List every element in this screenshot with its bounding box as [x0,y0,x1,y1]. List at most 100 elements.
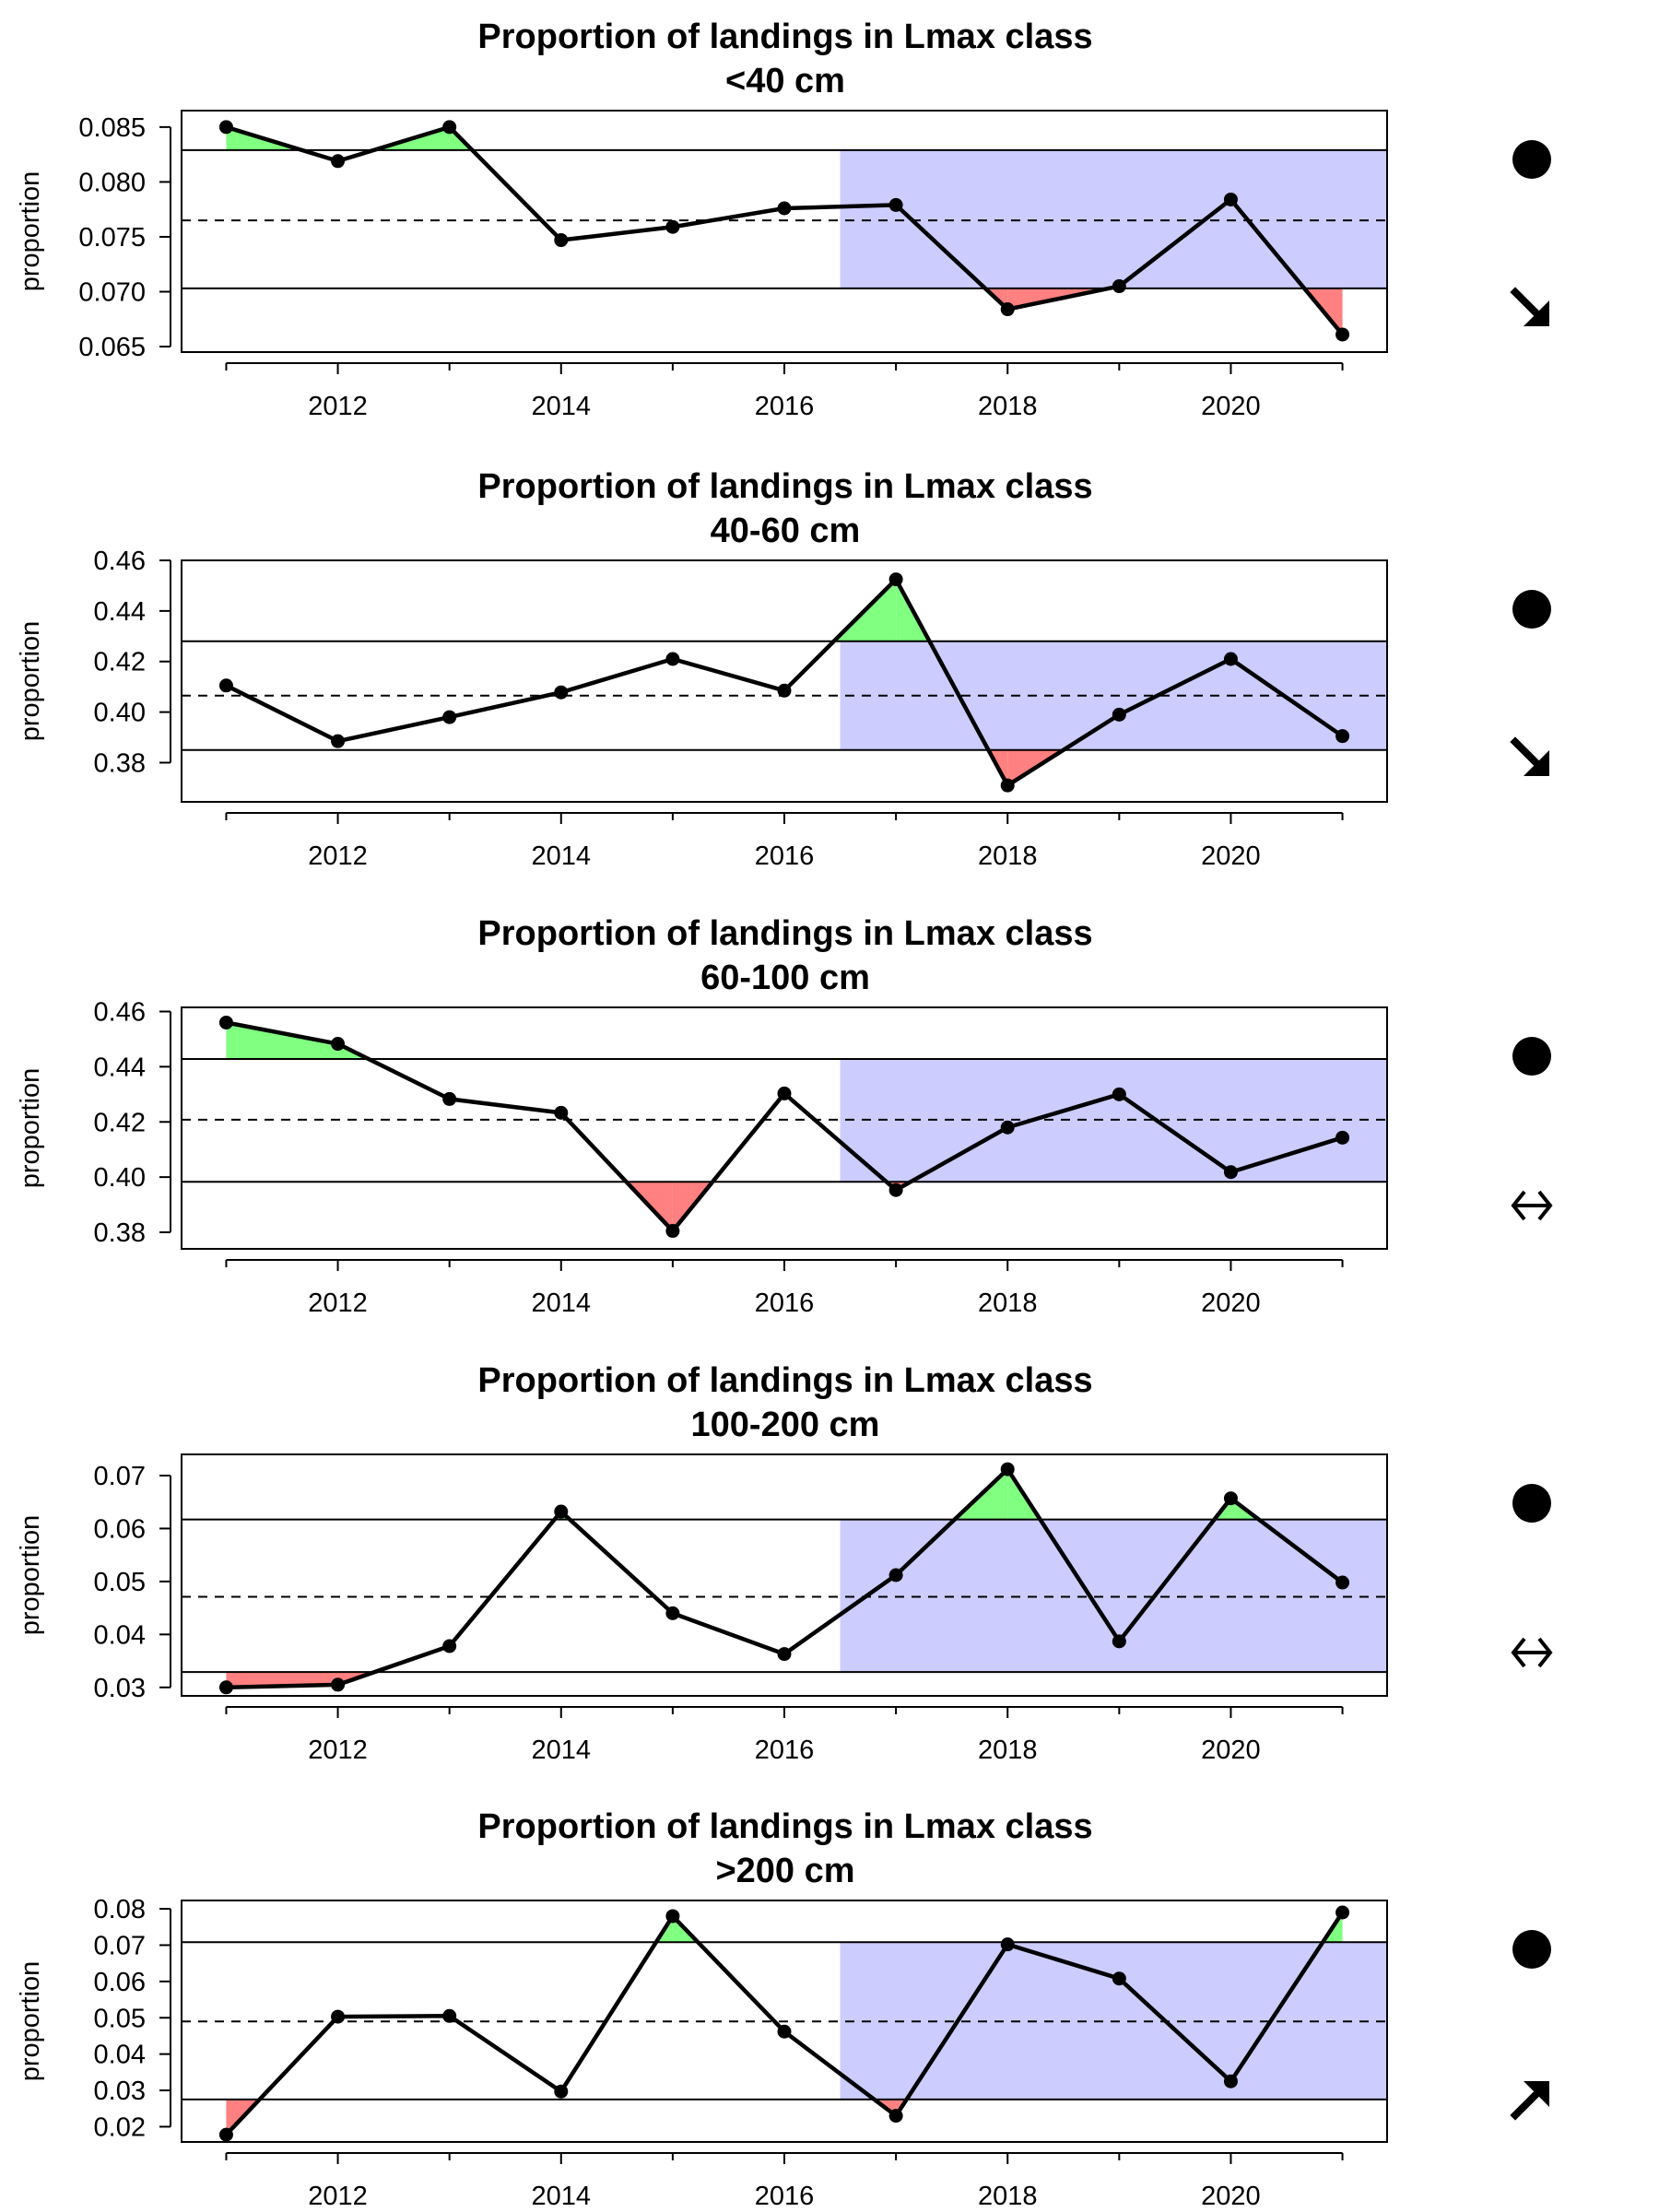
y-tick-label: 0.075 [78,223,146,253]
data-point [331,154,346,169]
y-axis-label: proportion [16,621,45,742]
y-tick-label: 0.06 [94,1514,146,1544]
chart-title: Proportion of landings in Lmax class [477,467,1092,506]
data-point [1000,1937,1015,1952]
y-axis-label: proportion [16,1961,45,2082]
data-point [1223,1165,1238,1180]
data-point [554,1105,569,1120]
recent-period-shade [840,1519,1387,1673]
data-point [331,1677,346,1692]
data-point [888,197,903,212]
y-tick-label: 0.04 [94,2041,146,2070]
data-point [1000,302,1015,317]
data-point [554,1504,569,1519]
arrow-up-right-icon [1510,2081,1549,2121]
data-point [442,710,457,724]
data-point [777,1086,792,1100]
chart-subtitle: 100-200 cm [691,1406,880,1444]
x-tick-label: 2018 [978,841,1038,871]
y-tick-label: 0.02 [94,2112,146,2142]
data-point [331,734,346,748]
y-tick-label: 0.07 [94,1931,146,1960]
data-point [665,652,680,666]
y-tick-label: 0.07 [94,1462,146,1491]
data-point [1223,652,1238,666]
status-circle-icon [1512,1484,1551,1523]
x-tick-label: 2016 [755,2182,815,2211]
recent-period-shade [840,149,1387,288]
x-tick-label: 2016 [755,1288,815,1318]
data-point [777,683,792,698]
plot-frame [181,110,1388,353]
y-tick-label: 0.04 [94,1620,146,1650]
data-point [554,2084,569,2099]
x-tick-label: 2016 [755,392,815,421]
data-point [218,1015,233,1030]
no-trend-arrows-icon [1511,1190,1553,1221]
data-point [442,1639,457,1653]
plot-frame [181,559,1388,803]
data-point [1335,327,1350,342]
x-tick-label: 2014 [532,2182,592,2211]
x-tick-label: 2020 [1201,392,1261,421]
y-tick-label: 0.38 [94,748,146,778]
data-point [777,201,792,216]
y-tick-label: 0.42 [94,1108,146,1137]
y-tick-label: 0.03 [94,2077,146,2106]
data-point [1112,279,1126,294]
chart-panel-5: Proportion of landings in Lmax class >200… [16,1807,1551,2211]
data-point [442,2008,457,2023]
y-tick-label: 0.38 [94,1218,146,1248]
data-point [1000,1120,1015,1135]
data-point [888,1568,903,1583]
x-tick-label: 2014 [532,392,592,421]
above-threshold-fill [226,1022,338,1059]
data-point [1223,192,1238,206]
y-tick-label: 0.44 [94,1053,146,1082]
data-point [1335,729,1350,744]
plot-frame [181,1006,1388,1250]
no-trend-arrows-icon [1511,1637,1553,1668]
chart-panel-1: Proportion of landings in Lmax class <40 … [16,18,1551,421]
x-tick-label: 2020 [1201,841,1261,871]
y-tick-label: 0.44 [94,597,146,627]
chart-title: Proportion of landings in Lmax class [477,914,1092,953]
data-point [1000,778,1015,793]
data-point [1112,1087,1126,1101]
x-tick-label: 2012 [308,2182,368,2211]
chart-title: Proportion of landings in Lmax class [477,18,1092,56]
x-tick-label: 2020 [1201,2182,1261,2211]
x-tick-label: 2016 [755,841,815,871]
data-point [1223,1491,1238,1506]
y-tick-label: 0.065 [78,333,146,362]
data-point [331,2009,346,2024]
data-point [331,1037,346,1052]
y-tick-label: 0.46 [94,547,146,576]
x-tick-label: 2012 [308,841,368,871]
x-tick-label: 2018 [978,1288,1038,1318]
chart-subtitle: <40 cm [725,62,845,100]
chart-title: Proportion of landings in Lmax class [477,1807,1092,1846]
x-tick-label: 2012 [308,1288,368,1318]
data-point [665,1606,680,1620]
data-point [1335,1575,1350,1590]
data-point [218,1680,233,1695]
y-tick-label: 0.085 [78,113,146,143]
status-circle-icon [1512,590,1551,629]
data-point [1223,2074,1238,2088]
x-tick-label: 2014 [532,841,592,871]
x-tick-label: 2014 [532,1288,592,1318]
data-point [665,219,680,234]
x-tick-label: 2020 [1201,1735,1261,1765]
y-tick-label: 0.05 [94,2004,146,2033]
data-point [554,233,569,248]
data-point [1000,1462,1015,1477]
data-point [1112,1971,1126,1986]
status-circle-icon [1512,1930,1551,1969]
data-point [554,685,569,700]
x-tick-label: 2012 [308,392,368,421]
chart-panel-4: Proportion of landings in Lmax class 100-… [16,1361,1553,1765]
y-tick-label: 0.08 [94,1895,146,1924]
data-point [442,1091,457,1106]
